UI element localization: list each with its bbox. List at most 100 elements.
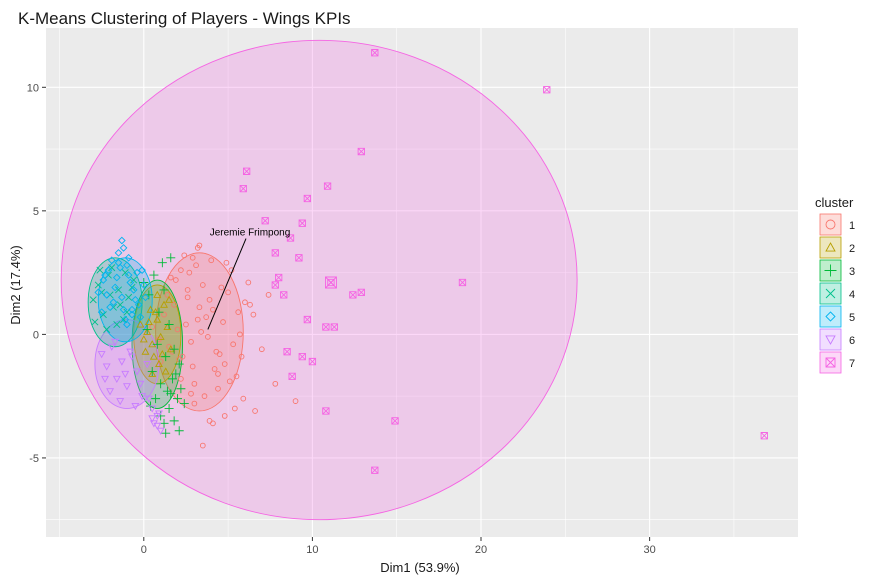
data-point [221, 413, 228, 419]
data-point [160, 300, 168, 308]
data-point [156, 332, 165, 340]
data-point [167, 374, 177, 384]
data-point [183, 321, 189, 328]
data-point [235, 309, 242, 316]
data-point [139, 281, 148, 289]
data-point [139, 335, 148, 343]
data-point [128, 310, 136, 319]
data-point [196, 304, 203, 311]
data-point [173, 394, 183, 404]
legend-label: 2 [849, 243, 855, 255]
data-point [124, 253, 133, 262]
legend-item-6: 6 [819, 328, 855, 351]
plot-area: Jeremie Frimpong [46, 28, 798, 537]
data-point [121, 269, 129, 277]
data-point [146, 305, 155, 313]
data-point [322, 407, 330, 415]
data-point [223, 259, 230, 266]
data-point [99, 276, 108, 284]
data-point [188, 390, 194, 397]
data-point [153, 422, 162, 430]
data-point [106, 388, 115, 396]
legend-label: 4 [849, 289, 855, 301]
data-point [295, 254, 303, 262]
data-point [118, 236, 126, 245]
data-point [275, 273, 283, 282]
data-point [357, 147, 365, 156]
legend-label: 5 [849, 312, 855, 324]
data-point [116, 263, 125, 272]
data-point [101, 375, 109, 383]
data-point [142, 324, 152, 334]
data-point [188, 338, 194, 345]
legend-item-2: 2 [819, 236, 855, 259]
data-point [184, 294, 191, 301]
data-point [144, 395, 153, 403]
data-point [203, 314, 210, 320]
data-point [169, 416, 179, 426]
data-point [131, 403, 140, 411]
x-tick-label: 10 [306, 544, 318, 556]
data-point [171, 369, 181, 379]
data-point [391, 417, 399, 425]
data-point [288, 372, 296, 381]
data-point [210, 306, 216, 313]
data-point [107, 256, 116, 265]
legend-marker [825, 311, 836, 322]
data-point [111, 338, 120, 346]
legend-title: cluster [815, 195, 854, 210]
data-point [164, 292, 171, 298]
data-points [89, 49, 768, 474]
data-point [151, 394, 161, 404]
data-point [161, 352, 171, 362]
data-point [189, 363, 196, 370]
data-point [178, 267, 184, 273]
data-point [239, 184, 247, 193]
data-point [181, 252, 188, 259]
data-point [89, 296, 97, 304]
data-point [129, 286, 138, 294]
series-1 [149, 242, 299, 449]
data-point [133, 268, 141, 277]
data-point [226, 378, 233, 385]
data-point [107, 343, 116, 351]
data-point [114, 249, 123, 257]
legend-key [819, 328, 842, 351]
annotation-leader-line [207, 238, 247, 330]
data-point [148, 405, 157, 413]
legend: cluster 1 2 3 4 5 6 7 [815, 195, 855, 374]
data-point [149, 352, 158, 360]
data-point [283, 348, 291, 356]
data-point [231, 405, 238, 412]
data-point [218, 284, 225, 291]
data-point [265, 292, 272, 298]
data-point [109, 298, 118, 307]
legend-item-7: 7 [819, 351, 855, 374]
data-point [121, 370, 130, 379]
data-point [211, 366, 218, 372]
data-point [166, 253, 176, 263]
data-point [165, 295, 174, 303]
data-point [103, 325, 111, 333]
data-point [123, 261, 131, 270]
y-axis-title: Dim2 (17.4%) [8, 245, 23, 324]
legend-label: 3 [849, 266, 855, 278]
data-point [106, 303, 114, 312]
data-point [174, 426, 184, 436]
data-point [136, 320, 145, 328]
data-point [199, 442, 206, 449]
data-point [233, 373, 240, 380]
data-point [108, 264, 116, 272]
data-point [116, 398, 125, 406]
data-point [139, 278, 149, 287]
data-point [156, 379, 166, 389]
x-tick-label: 0 [141, 544, 147, 556]
data-point [271, 249, 279, 257]
legend-marker [825, 335, 836, 345]
chart-title: K-Means Clustering of Players - Wings KP… [18, 9, 351, 28]
series-2 [136, 290, 175, 377]
legend-label: 1 [849, 220, 855, 232]
data-point [94, 281, 102, 289]
data-point [96, 266, 104, 274]
data-point [102, 291, 111, 299]
